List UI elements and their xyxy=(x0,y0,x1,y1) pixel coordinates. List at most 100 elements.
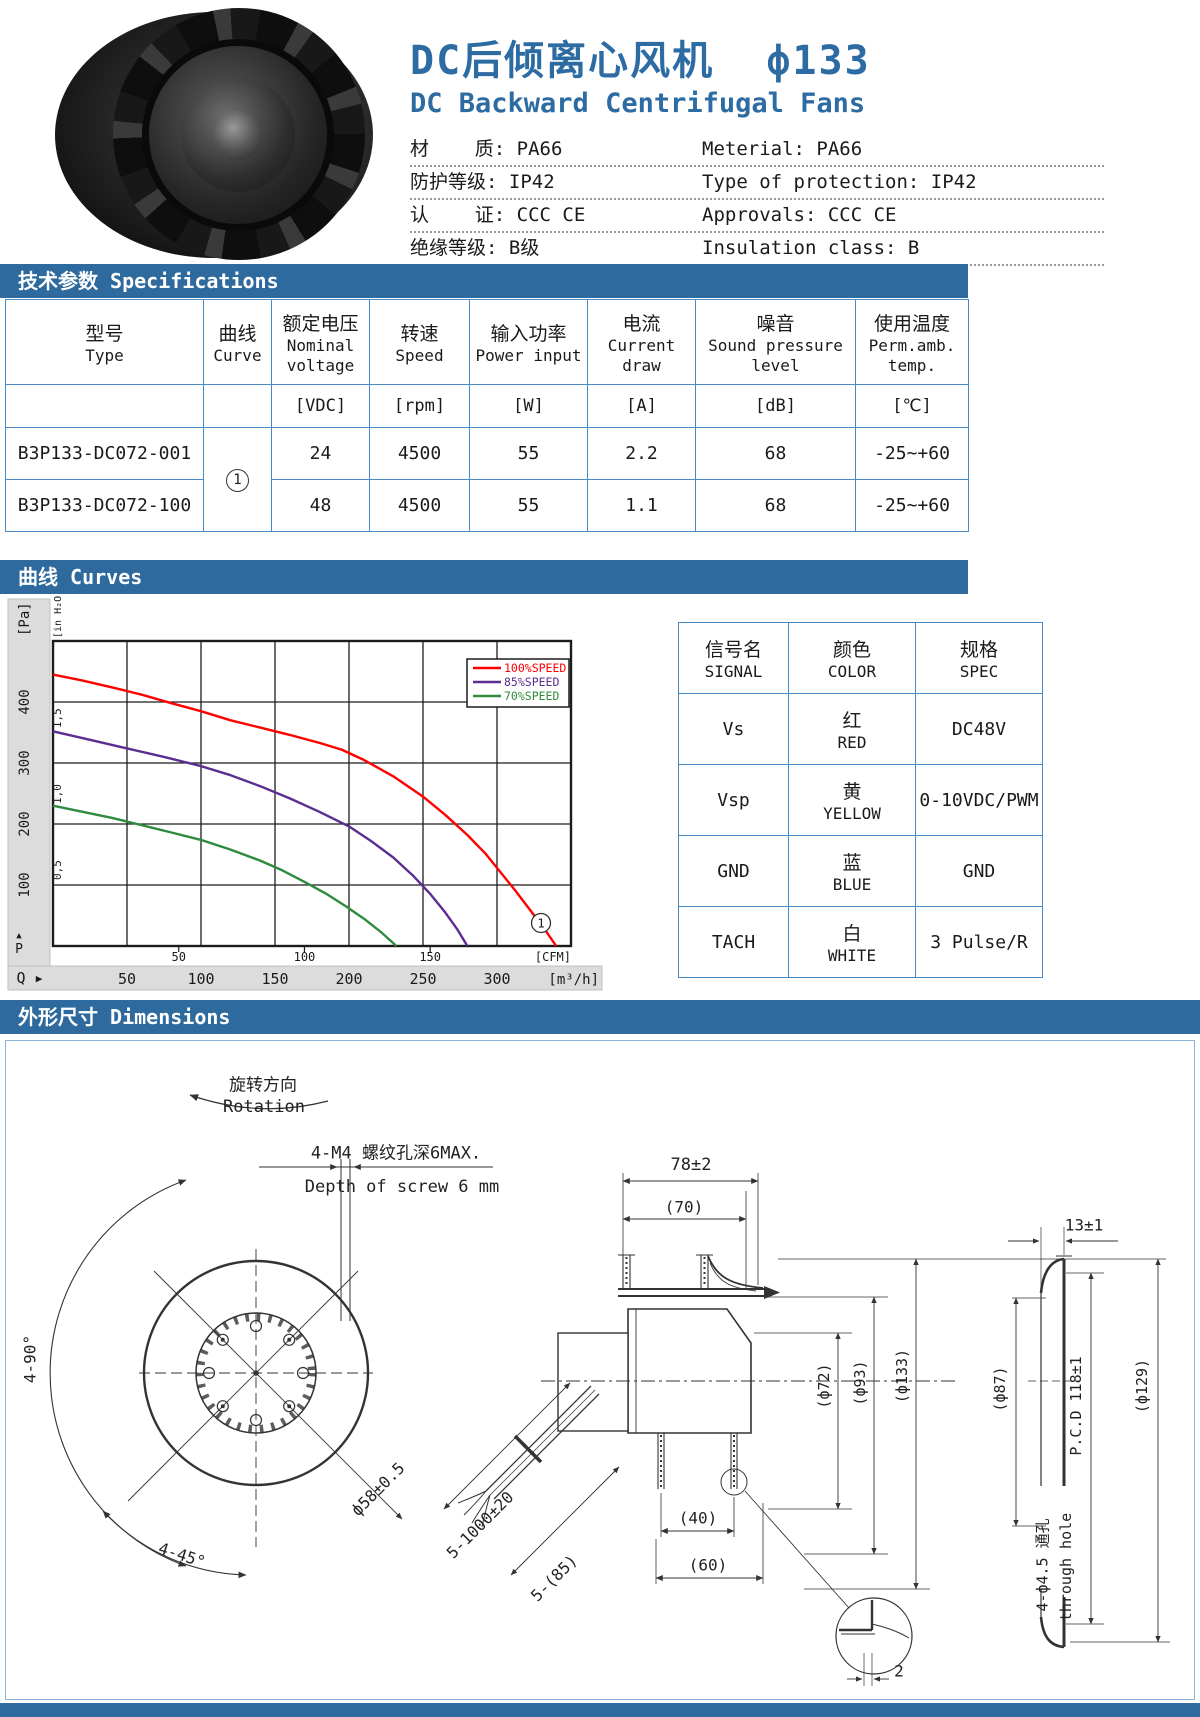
signal-table-row: TACH 白 WHITE 3 Pulse/R xyxy=(678,906,1043,978)
value-cell: 4500 xyxy=(369,427,470,480)
spec-table-row: B3P133-DC072-001 1 24 4500 55 2.2 68 -25~+60 xyxy=(5,427,969,532)
signal-cell: 白 WHITE xyxy=(788,906,916,978)
spec-line-cn: 材 质: PA66 xyxy=(410,138,563,160)
header-spec-line: 材 质: PA66 Meterial: PA66 xyxy=(410,134,1104,167)
page-title-cn: DC后倾离心风机 ф133 xyxy=(410,38,871,84)
spec-col-header: 型号 Type xyxy=(5,299,204,385)
fan-center-cap xyxy=(213,110,263,160)
signal-cell: 3 Pulse/R xyxy=(915,906,1043,978)
page-title-en: DC Backward Centrifugal Fans xyxy=(410,88,866,119)
dim-label-78: 78±2 xyxy=(670,1155,712,1175)
value-cell: 4500 xyxy=(369,479,470,532)
svg-text:50: 50 xyxy=(171,950,185,964)
svg-text:P: P xyxy=(15,942,23,957)
svg-text:400: 400 xyxy=(17,689,33,714)
signal-cell: GND xyxy=(678,835,789,907)
value-cell: 1.1 xyxy=(587,479,696,532)
spec-col-header: 使用温度 Perm.amb. temp. xyxy=(855,299,969,385)
value-cell: 24 xyxy=(271,427,370,480)
spec-unit-cell xyxy=(203,384,272,428)
section-header-specifications: 技术参数 Specifications xyxy=(0,264,968,298)
spec-unit-cell: [A] xyxy=(587,384,696,428)
svg-text:Q: Q xyxy=(16,969,25,987)
dim-label-screw-cn: 4-M4 螺纹孔深6MAX. xyxy=(310,1143,482,1164)
spec-line-en: Meterial: PA66 xyxy=(702,138,863,160)
svg-text:1: 1 xyxy=(537,916,545,931)
svg-text:70%SPEED: 70%SPEED xyxy=(504,689,559,703)
svg-text:▲: ▲ xyxy=(16,931,22,941)
svg-text:300: 300 xyxy=(483,970,510,988)
value-cell: 68 xyxy=(695,479,856,532)
value-cell: 68 xyxy=(695,427,856,480)
signal-cell: DC48V xyxy=(915,693,1043,765)
signal-cell: 黄 YELLOW xyxy=(788,764,916,836)
header-spec-line: 绝缘等级: B级 Insulation class: B xyxy=(410,233,1104,266)
spec-unit-cell: [dB] xyxy=(695,384,856,428)
signal-col-header: 颜色 COLOR xyxy=(788,622,916,694)
dim-label-40: (40) xyxy=(678,1508,718,1528)
svg-text:[Pa]: [Pa] xyxy=(17,602,33,636)
svg-text:200: 200 xyxy=(17,811,33,836)
section-header-dimensions: 外形尺寸 Dimensions xyxy=(0,1000,1200,1034)
svg-text:[m³/h]: [m³/h] xyxy=(548,972,599,988)
dim-label-hole-cn: 4-ф4.5 通孔 xyxy=(1033,1518,1052,1612)
svg-text:[CFM]: [CFM] xyxy=(535,950,571,964)
spec-units-row: [VDC] [rpm] [W] [A] [dB] [℃] xyxy=(5,384,969,428)
svg-text:150: 150 xyxy=(419,950,441,964)
dim-label-70: (70) xyxy=(664,1197,704,1217)
dim-label-rotation-en: Rotation xyxy=(223,1097,305,1117)
value-cell: 55 xyxy=(469,427,588,480)
spec-line-cn: 绝缘等级: B级 xyxy=(410,237,540,259)
signal-table-row: Vsp 黄 YELLOW 0-10VDC/PWM xyxy=(678,764,1043,836)
dim-label-dia93: (ф93) xyxy=(851,1360,869,1406)
value-cell: 48 xyxy=(271,479,370,532)
signal-cell: TACH xyxy=(678,906,789,978)
svg-text:[in H₂O]: [in H₂O] xyxy=(53,596,64,638)
svg-text:250: 250 xyxy=(409,970,436,988)
dimensions-drawing: 旋转方向 Rotation 4-M4 螺纹孔深6MAX. Depth of sc… xyxy=(5,1040,1195,1700)
curve-ref-cell: 1 xyxy=(203,427,272,532)
svg-text:150: 150 xyxy=(261,970,288,988)
dimensions-line-art xyxy=(49,1094,1170,1686)
svg-text:100%SPEED: 100%SPEED xyxy=(504,661,566,675)
spec-line-en: Insulation class: B xyxy=(702,237,920,259)
spec-line-cn: 防护等级: IP42 xyxy=(410,171,555,193)
svg-text:0,5: 0,5 xyxy=(51,860,64,880)
header-spec-line: 防护等级: IP42 Type of protection: IP42 xyxy=(410,167,1104,200)
spec-unit-cell: [℃] xyxy=(855,384,969,428)
product-photo xyxy=(55,8,380,261)
spec-table-row: B3P133-DC072-100 48 4500 55 1.1 68 -25~+60 xyxy=(5,479,969,532)
svg-text:100: 100 xyxy=(294,950,316,964)
curve-ref-badge: 1 xyxy=(226,468,249,492)
header-spec-line: 认 证: CCC CE Approvals: CCC CE xyxy=(410,200,1104,233)
dim-label-angle90: 4-90° xyxy=(20,1334,40,1384)
svg-text:▶: ▶ xyxy=(36,972,43,985)
dim-label-60: (60) xyxy=(688,1555,728,1575)
spec-unit-cell: [rpm] xyxy=(369,384,470,428)
dim-label-dia72: (ф72) xyxy=(815,1363,833,1409)
signal-table-row: Vs 红 RED DC48V xyxy=(678,693,1043,765)
dim-label-detail2: 2 xyxy=(894,1661,904,1681)
dim-label-pcd: P.C.D 118±1 xyxy=(1067,1356,1085,1456)
dim-label-dia133: (ф133) xyxy=(893,1348,911,1404)
signal-cell: GND xyxy=(915,835,1043,907)
spec-col-header: 噪音 Sound pressure level xyxy=(695,299,856,385)
header-spec-list: 材 质: PA66 Meterial: PA66 防护等级: IP42 Type of… xyxy=(410,134,1104,266)
spec-line-en: Approvals: CCC CE xyxy=(702,204,897,226)
svg-text:300: 300 xyxy=(17,750,33,775)
model-cell: B3P133-DC072-001 xyxy=(5,427,204,480)
signal-col-header: 信号名 SIGNAL xyxy=(678,622,789,694)
spec-unit-cell: [VDC] xyxy=(271,384,370,428)
specifications-table: 型号 Type 曲线 Curve 额定电压 Nominal voltage 转速 Speed 输… xyxy=(5,299,969,532)
signal-cell: 蓝 BLUE xyxy=(788,835,916,907)
section-header-curves: 曲线 Curves xyxy=(0,560,968,594)
spec-unit-cell xyxy=(5,384,204,428)
value-cell: 55 xyxy=(469,479,588,532)
spec-col-header: 输入功率 Power input xyxy=(469,299,588,385)
spec-col-header: 曲线 Curve xyxy=(203,299,272,385)
dim-label-screw-en: Depth of screw 6 mm xyxy=(304,1177,500,1197)
value-cell: 2.2 xyxy=(587,427,696,480)
dim-label-dia129: (ф129) xyxy=(1133,1358,1151,1414)
